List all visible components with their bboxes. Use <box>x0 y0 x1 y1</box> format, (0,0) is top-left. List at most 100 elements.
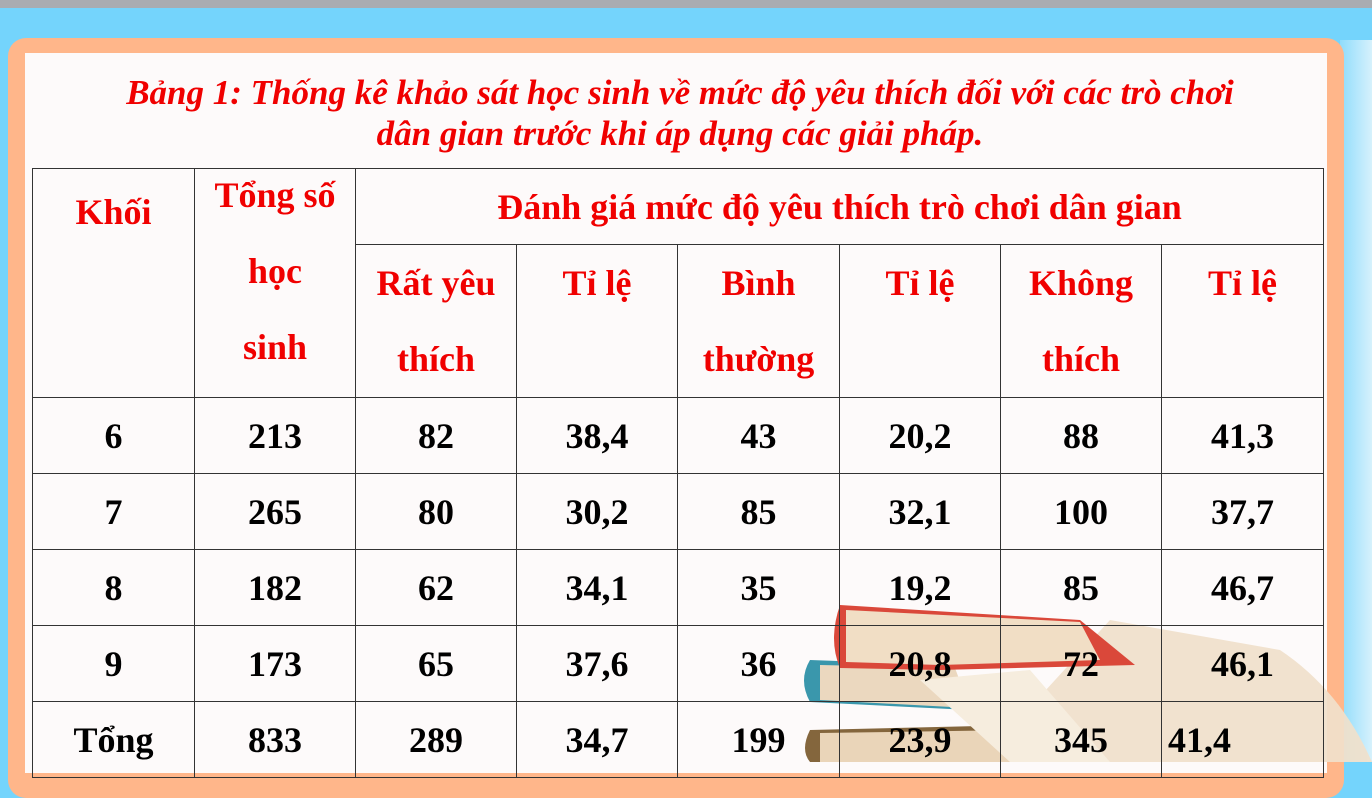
cell-value: 85 <box>740 491 777 532</box>
cell-ti-le-2: 20,8 <box>839 625 1001 702</box>
header-khoi: Khối <box>32 168 195 398</box>
table-row: Tổng 833 289 34,7 199 23,9 345 41,4 <box>32 701 1325 778</box>
cell-value: 833 <box>248 719 302 760</box>
header-binh-thuong: Bình thường <box>677 244 840 398</box>
cell-value: 23,9 <box>888 719 952 760</box>
cell-value: 100 <box>1054 491 1108 532</box>
cell-value: 82 <box>418 415 454 456</box>
cell-value: 19,2 <box>888 567 952 608</box>
cell-rat-yeu-thich: 289 <box>355 701 517 778</box>
cell-ti-le-1: 30,2 <box>516 473 678 550</box>
cell-binh-thuong: 35 <box>677 549 840 626</box>
cell-value: 9 <box>104 643 123 684</box>
header-khoi-text: Khối <box>75 192 152 232</box>
cell-ti-le-1: 38,4 <box>516 397 678 474</box>
cell-value: 265 <box>248 491 302 532</box>
cell-khong-thich: 72 <box>1000 625 1162 702</box>
cell-ti-le-2: 23,9 <box>839 701 1001 778</box>
cell-binh-thuong: 199 <box>677 701 840 778</box>
survey-table: Khối Tổng số học sinh Đánh giá mức độ yê… <box>32 168 1325 778</box>
cell-ti-le-2: 20,2 <box>839 397 1001 474</box>
table-caption: Bảng 1: Thống kê khảo sát học sinh về mứ… <box>30 72 1330 154</box>
cell-rat-yeu-thich: 62 <box>355 549 517 626</box>
cell-value: 88 <box>1063 415 1099 456</box>
cell-rat-yeu-thich: 65 <box>355 625 517 702</box>
header-ti-le-2-text: Tỉ lệ <box>885 263 955 303</box>
cell-tong-so: 265 <box>194 473 356 550</box>
cell-tong-so: 833 <box>194 701 356 778</box>
cell-value: 289 <box>409 719 463 760</box>
cell-value: 20,2 <box>888 415 952 456</box>
cell-value: 32,1 <box>888 491 952 532</box>
header-binh-line1: Bình <box>721 263 796 303</box>
cell-value: 7 <box>104 491 123 532</box>
cell-khong-thich: 100 <box>1000 473 1162 550</box>
cell-rat-yeu-thich: 82 <box>355 397 517 474</box>
cell-khoi: 9 <box>32 625 195 702</box>
cell-value: 30,2 <box>565 491 629 532</box>
cell-ti-le-1: 34,1 <box>516 549 678 626</box>
cell-khong-thich: 85 <box>1000 549 1162 626</box>
cell-value: 38,4 <box>565 415 629 456</box>
cell-ti-le-2: 19,2 <box>839 549 1001 626</box>
cell-value: 182 <box>248 567 302 608</box>
background-edge <box>1340 40 1372 762</box>
cell-value: 36 <box>740 643 777 684</box>
cell-value: 43 <box>740 415 777 456</box>
cell-value: 8 <box>104 567 123 608</box>
header-tong-so-line1: Tổng số <box>214 175 336 215</box>
cell-value: 46,1 <box>1211 643 1275 684</box>
table-row: 6 213 82 38,4 43 20,2 88 41,3 <box>32 397 1325 474</box>
cell-value: 37,6 <box>565 643 629 684</box>
cell-ti-le-3: 46,1 <box>1160 625 1325 702</box>
cell-ti-le-3: 41,4 <box>1160 701 1325 778</box>
cell-value: 65 <box>418 643 454 684</box>
table-row: 9 173 65 37,6 36 20,8 72 46,1 <box>32 625 1325 702</box>
cell-value: 34,7 <box>565 719 629 760</box>
cell-value: 37,7 <box>1211 491 1275 532</box>
header-rat-yeu-thich: Rất yêu thích <box>355 244 517 398</box>
cell-value: 213 <box>248 415 302 456</box>
cell-binh-thuong: 36 <box>677 625 840 702</box>
cell-value: 35 <box>740 567 777 608</box>
cell-tong-so: 182 <box>194 549 356 626</box>
table-row: 8 182 62 34,1 35 19,2 85 46,7 <box>32 549 1325 626</box>
cell-value: 46,7 <box>1211 567 1275 608</box>
header-tong-so-line2: học <box>248 251 302 291</box>
cell-value: 6 <box>104 415 123 456</box>
cell-value: 345 <box>1054 719 1108 760</box>
cell-value: 199 <box>731 719 786 760</box>
cell-value: 62 <box>418 567 454 608</box>
header-khong-line1: Không <box>1028 263 1134 303</box>
header-ti-le-1-text: Tỉ lệ <box>562 263 632 303</box>
caption-line-2: dân gian trước khi áp dụng các giải pháp… <box>376 114 984 153</box>
header-khong-line2: thích <box>1041 339 1120 379</box>
cell-ti-le-3: 46,7 <box>1160 549 1325 626</box>
cell-value: Tổng <box>73 719 154 760</box>
cell-value: 34,1 <box>565 567 629 608</box>
cell-value: 20,8 <box>888 643 952 684</box>
table-row: 7 265 80 30,2 85 32,1 100 37,7 <box>32 473 1325 550</box>
header-group: Đánh giá mức độ yêu thích trò chơi dân g… <box>354 168 1325 245</box>
cell-rat-yeu-thich: 80 <box>355 473 517 550</box>
cell-ti-le-1: 37,6 <box>516 625 678 702</box>
cell-khoi: 7 <box>32 473 195 550</box>
cell-khong-thich: 345 <box>1000 701 1162 778</box>
cell-value: 41,4 <box>1168 719 1231 760</box>
header-tong-so-line3: sinh <box>242 327 308 367</box>
header-rat-yeu-line2: thích <box>396 339 475 379</box>
table-body: 6 213 82 38,4 43 20,2 88 41,3 7 265 80 30,2 85 32,1 10… <box>32 397 1325 778</box>
header-khong-thich: Không thích <box>1000 244 1162 398</box>
cell-tong-so: 173 <box>194 625 356 702</box>
cell-value: 85 <box>1063 567 1099 608</box>
cell-binh-thuong: 43 <box>677 397 840 474</box>
cell-khoi: 6 <box>32 397 195 474</box>
cell-binh-thuong: 85 <box>677 473 840 550</box>
cell-value: 72 <box>1063 643 1099 684</box>
cell-khoi: Tổng <box>32 701 195 778</box>
cell-value: 80 <box>418 491 454 532</box>
cell-ti-le-2: 32,1 <box>839 473 1001 550</box>
header-rat-yeu-line1: Rất yêu <box>376 263 496 303</box>
header-ti-le-1: Tỉ lệ <box>516 244 678 398</box>
cell-khong-thich: 88 <box>1000 397 1162 474</box>
